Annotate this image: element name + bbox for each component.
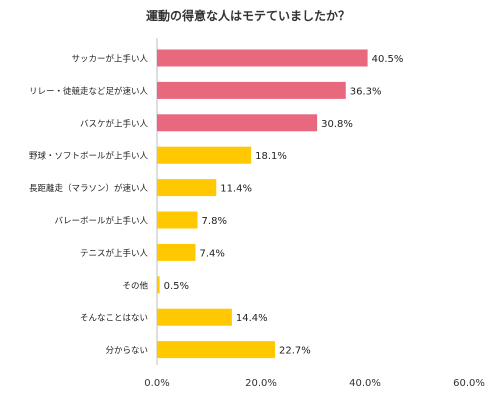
bar bbox=[157, 146, 252, 164]
value-label: 18.1% bbox=[255, 151, 287, 162]
bar bbox=[157, 243, 196, 261]
category-label: サッカーが上手い人 bbox=[71, 54, 148, 65]
chart-title: 運動の得意な人はモテていましたか？ bbox=[146, 8, 350, 23]
bar bbox=[157, 341, 276, 359]
category-label: バスケが上手い人 bbox=[80, 118, 149, 129]
category-label: テニスが上手い人 bbox=[80, 248, 149, 259]
category-label: 分からない bbox=[105, 346, 148, 356]
bar bbox=[157, 81, 346, 99]
bar bbox=[157, 49, 368, 67]
value-label: 36.3% bbox=[350, 86, 382, 97]
category-label: 長距離走（マラソン）が速い人 bbox=[29, 183, 149, 194]
bar bbox=[157, 211, 198, 229]
x-tick-label: 0.0% bbox=[144, 378, 169, 389]
value-label: 7.4% bbox=[199, 248, 224, 259]
x-axis: 0.0% 20.0% 40.0% 60.0% bbox=[144, 378, 485, 389]
category-label: 野球・ソフトボールが上手い人 bbox=[29, 151, 149, 162]
value-label: 11.4% bbox=[220, 184, 252, 195]
bar bbox=[157, 276, 160, 294]
value-label: 40.5% bbox=[372, 54, 404, 65]
category-label: リレー・徒競走など足が速い人 bbox=[29, 86, 149, 97]
x-tick-label: 60.0% bbox=[453, 378, 485, 389]
bars-group: サッカーが上手い人 40.5% リレー・徒競走など足が速い人 36.3% バスケが上手い… bbox=[29, 38, 403, 365]
category-label: その他 bbox=[122, 280, 148, 291]
value-label: 7.8% bbox=[202, 216, 227, 227]
x-tick-label: 20.0% bbox=[245, 378, 277, 389]
value-label: 14.4% bbox=[236, 313, 268, 324]
value-label: 30.8% bbox=[321, 119, 353, 130]
value-label: 22.7% bbox=[279, 346, 311, 357]
bar bbox=[157, 114, 318, 132]
bar bbox=[157, 308, 232, 326]
value-label: 0.5% bbox=[164, 281, 189, 292]
category-label: バレーボールが上手い人 bbox=[54, 216, 148, 227]
x-tick-label: 40.0% bbox=[349, 378, 381, 389]
category-label: そんなことはない bbox=[80, 314, 148, 324]
bar bbox=[157, 179, 217, 197]
